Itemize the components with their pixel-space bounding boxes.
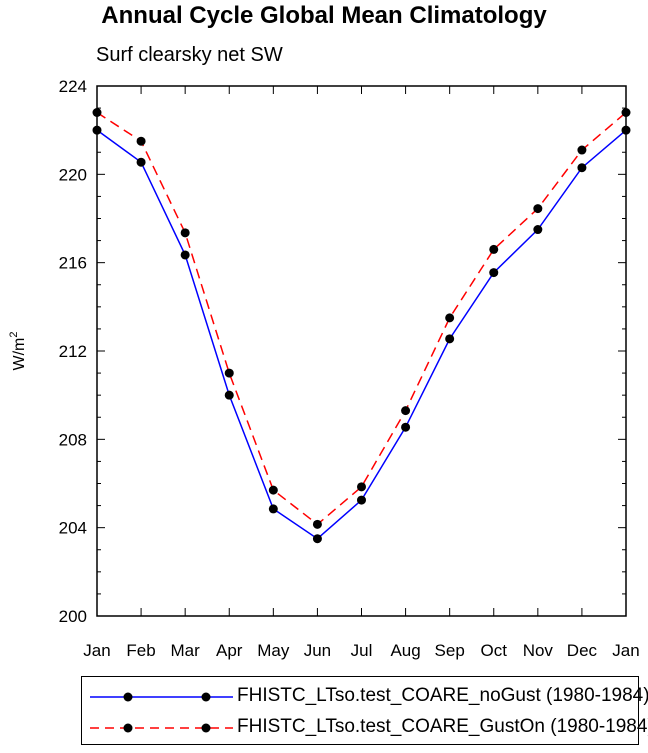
y-tick-label: 220	[59, 165, 87, 184]
data-point-series-0	[445, 334, 455, 344]
x-tick-label: Jan	[83, 641, 110, 660]
series-line-0	[96, 129, 627, 540]
data-point-series-1	[92, 108, 102, 117]
data-point-series-1	[136, 136, 146, 146]
data-point-series-0	[489, 268, 499, 278]
y-tick-label: 216	[59, 254, 87, 273]
data-point-series-1	[533, 204, 543, 214]
y-tick-label: 208	[59, 430, 87, 449]
data-point-series-0	[268, 504, 278, 514]
chart-subtitle: Surf clearsky net SW	[96, 44, 283, 66]
data-point-series-1	[489, 244, 499, 254]
data-point-series-0	[180, 250, 190, 260]
data-point-series-0	[401, 422, 411, 432]
legend-label-guston: FHISTC_LTso.test_COARE_GustOn (1980-1984…	[237, 716, 648, 737]
x-tick-label: Oct	[481, 641, 508, 660]
plot-axes: 200 204 208 212 216 220 224 Jan Feb Mar Apr May Jun J…	[59, 77, 640, 660]
data-point-series-0	[224, 390, 234, 400]
plot-frame	[96, 85, 627, 617]
x-tick-label: Apr	[216, 641, 243, 660]
y-axis-label: W/m2	[8, 332, 28, 371]
data-point-series-0	[136, 157, 146, 167]
y-tick-label: 212	[59, 342, 87, 361]
data-point-series-1	[401, 406, 411, 416]
data-point-series-1	[577, 145, 587, 155]
series-group	[92, 108, 631, 544]
legend-swatch-guston	[90, 723, 233, 733]
data-point-series-0	[621, 125, 631, 135]
data-point-series-1	[180, 228, 190, 238]
y-tick-label: 224	[59, 77, 87, 96]
x-tick-label: Sep	[435, 641, 465, 660]
data-point-series-1	[357, 482, 366, 492]
line-chart: 200 204 208 212 216 220 224 Jan Feb Mar Apr May Jun J…	[8, 77, 640, 660]
x-tick-label: Jan	[612, 641, 639, 660]
data-point-series-1	[224, 368, 234, 378]
x-tick-label: Nov	[523, 641, 554, 660]
x-tick-label: May	[257, 641, 290, 660]
x-tick-label: Dec	[567, 641, 598, 660]
y-tick-label: 204	[59, 519, 87, 538]
x-tick-label: Jul	[351, 641, 373, 660]
legend-item-guston: FHISTC_LTso.test_COARE_GustOn (1980-1984…	[82, 712, 648, 742]
data-point-series-0	[357, 495, 366, 505]
data-point-series-1	[268, 485, 278, 495]
x-tick-label: Aug	[390, 641, 420, 660]
data-point-series-0	[312, 534, 322, 544]
series-line-1	[96, 111, 627, 526]
legend-swatch-nogust	[90, 692, 233, 702]
data-point-series-0	[92, 125, 102, 135]
y-axis-label-text: W/m2	[8, 332, 28, 371]
data-point-series-0	[577, 163, 587, 173]
x-tick-label: Feb	[126, 641, 155, 660]
legend: FHISTC_LTso.test_COARE_noGust (1980-1984…	[81, 676, 648, 745]
chart-title: Annual Cycle Global Mean Climatology	[101, 2, 547, 29]
x-tick-label: Jun	[304, 641, 331, 660]
x-tick-label: Mar	[171, 641, 201, 660]
y-tick-label: 200	[59, 607, 87, 626]
data-point-series-1	[312, 519, 322, 529]
data-point-series-0	[533, 225, 543, 235]
legend-item-nogust: FHISTC_LTso.test_COARE_noGust (1980-1984…	[82, 681, 648, 711]
data-point-series-1	[621, 108, 631, 117]
data-point-series-1	[445, 313, 455, 323]
legend-label-nogust: FHISTC_LTso.test_COARE_noGust (1980-1984…	[237, 685, 648, 706]
